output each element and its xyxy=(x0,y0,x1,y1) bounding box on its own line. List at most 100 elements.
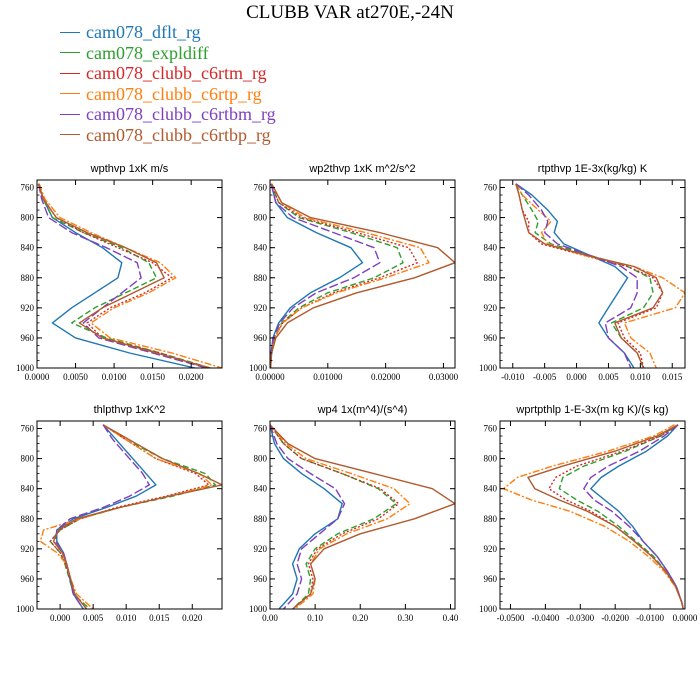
plot-frame xyxy=(269,420,456,610)
chart-panel: thlpthvp 1xK^2 760 800 840 880 920 960 1000 0.00… xyxy=(16,404,223,623)
y-tick-label: 880 xyxy=(254,514,268,524)
y-tick-label: 960 xyxy=(21,333,35,343)
series-line xyxy=(270,183,364,368)
legend-swatch xyxy=(60,72,80,74)
legend-item: cam078_clubb_c6rtbm_rg xyxy=(60,104,276,125)
legend-label: cam078_dflt_rg xyxy=(86,22,201,43)
y-tick-label: 840 xyxy=(254,243,268,253)
y-tick-label: 880 xyxy=(484,273,498,283)
figure-title: CLUBB VAR at270E,-24N xyxy=(246,2,454,23)
x-tick-label: 0.020 xyxy=(182,613,203,623)
y-tick-label: 920 xyxy=(21,303,35,313)
x-tick-label: -0.010 xyxy=(501,372,525,382)
x-tick-label: 0.000 xyxy=(50,613,71,623)
y-tick-label: 920 xyxy=(484,303,498,313)
plot-frame xyxy=(499,179,686,369)
series-line xyxy=(37,183,211,368)
series-line xyxy=(515,183,664,368)
x-tick-label: 0.10 xyxy=(307,613,323,623)
legend: cam078_dflt_rg cam078_expldiff cam078_club… xyxy=(60,22,276,145)
plot-frame xyxy=(499,420,686,610)
chart-panel: wp4 1x(m^4)/(s^4)76080084088092096010000… xyxy=(249,404,459,623)
legend-swatch xyxy=(60,52,80,54)
legend-item: cam078_clubb_c6rtbp_rg xyxy=(60,125,276,146)
legend-item: cam078_clubb_c6rtm_rg xyxy=(60,63,276,84)
x-tick-label: 0.20 xyxy=(352,613,368,623)
plot-frame xyxy=(269,179,456,369)
panel-title: thlpthvp 1xK^2 xyxy=(94,404,166,416)
x-tick-label: -0.0200 xyxy=(601,613,629,623)
legend-item: cam078_dflt_rg xyxy=(60,22,276,43)
y-tick-label: 800 xyxy=(254,213,268,223)
x-tick-label: 0.0000 xyxy=(673,613,698,623)
y-tick-label: 1000 xyxy=(479,363,498,373)
chart-panel: wp2thvp 1xK m^2/s^2 760 800 840 880 920 960 100… xyxy=(249,163,459,382)
y-tick-label: 760 xyxy=(21,424,35,434)
x-tick-label: 0.0150 xyxy=(140,372,165,382)
y-tick-label: 760 xyxy=(484,424,498,434)
y-tick-label: 920 xyxy=(254,303,268,313)
x-tick-label: 0.00000 xyxy=(255,372,285,382)
legend-swatch xyxy=(60,113,80,115)
series-line xyxy=(270,424,397,609)
series-line xyxy=(502,424,684,609)
y-tick-label: 960 xyxy=(254,333,268,343)
y-tick-label: 840 xyxy=(21,484,35,494)
x-tick-label: 0.010 xyxy=(630,372,651,382)
plot-frame xyxy=(36,179,223,369)
series-line xyxy=(54,424,151,609)
y-tick-label: 760 xyxy=(21,183,35,193)
x-tick-label: 0.005 xyxy=(598,372,619,382)
chart-panel: wpthvp 1xK m/s76080084088092096010000.00… xyxy=(16,163,223,382)
y-tick-label: 960 xyxy=(21,574,35,584)
legend-swatch xyxy=(60,134,80,136)
series-group xyxy=(270,183,455,368)
y-tick-label: 840 xyxy=(484,243,498,253)
panel-title: wprtpthlp 1-E-3x(m kg K)/(s kg) xyxy=(515,404,668,416)
y-tick-label: 840 xyxy=(254,484,268,494)
series-line xyxy=(270,183,419,368)
x-tick-label: 0.000 xyxy=(566,372,587,382)
series-line xyxy=(270,183,381,368)
y-tick-label: 1000 xyxy=(16,363,35,373)
series-line xyxy=(270,424,346,609)
y-tick-label: 920 xyxy=(484,544,498,554)
x-tick-label: 0.010 xyxy=(116,613,137,623)
legend-label: cam078_clubb_c6rtm_rg xyxy=(86,63,267,84)
x-tick-label: -0.005 xyxy=(533,372,557,382)
y-tick-label: 760 xyxy=(484,183,498,193)
y-tick-label: 880 xyxy=(484,514,498,524)
series-line xyxy=(270,424,400,609)
y-tick-label: 960 xyxy=(254,574,268,584)
series-line xyxy=(37,183,207,368)
legend-label: cam078_clubb_c6rtbp_rg xyxy=(86,124,271,145)
x-tick-label: -0.0300 xyxy=(566,613,594,623)
x-tick-label: 0.0050 xyxy=(63,372,88,382)
panel-title: rtpthvp 1E-3x(kg/kg) K xyxy=(538,163,648,175)
x-tick-label: -0.0400 xyxy=(532,613,560,623)
y-tick-label: 1000 xyxy=(479,604,498,614)
plot-frame xyxy=(36,420,223,610)
legend-swatch xyxy=(60,31,80,33)
y-tick-label: 880 xyxy=(21,273,35,283)
chart-panel: rtpthvp 1E-3x(kg/kg) K 760 800 840 880 920 960… xyxy=(479,163,686,382)
series-line xyxy=(37,183,196,368)
y-tick-label: 840 xyxy=(484,484,498,494)
series-group xyxy=(37,183,222,368)
series-line xyxy=(527,424,684,609)
y-tick-label: 800 xyxy=(21,454,35,464)
chart-panel: wprtpthlp 1-E-3x(m kg K)/(s kg) 760 800 840… xyxy=(479,404,698,623)
panel-title: wp4 1x(m^4)/(s^4) xyxy=(317,404,408,416)
legend-swatch xyxy=(60,93,80,95)
series-line xyxy=(515,183,664,368)
y-tick-label: 800 xyxy=(484,454,498,464)
legend-label: cam078_clubb_c6rtbm_rg xyxy=(86,104,276,125)
x-tick-label: 0.015 xyxy=(662,372,683,382)
series-line xyxy=(270,424,455,609)
y-tick-label: 800 xyxy=(254,454,268,464)
series-line xyxy=(38,183,222,368)
y-tick-label: 1000 xyxy=(16,604,35,614)
series-line xyxy=(270,424,411,609)
x-tick-label: 0.30 xyxy=(397,613,413,623)
